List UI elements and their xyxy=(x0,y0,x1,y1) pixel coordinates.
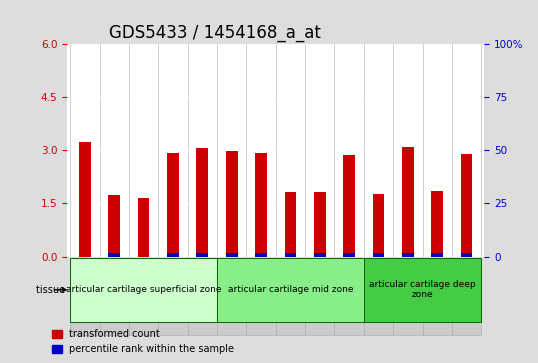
Bar xyxy=(167,253,179,257)
Bar xyxy=(285,253,296,257)
FancyBboxPatch shape xyxy=(246,264,276,335)
FancyBboxPatch shape xyxy=(70,264,100,335)
Legend: transformed count, percentile rank within the sample: transformed count, percentile rank withi… xyxy=(48,326,238,358)
FancyBboxPatch shape xyxy=(305,264,335,335)
FancyBboxPatch shape xyxy=(276,264,305,335)
FancyBboxPatch shape xyxy=(364,258,482,322)
Bar xyxy=(431,253,443,257)
Bar xyxy=(196,148,208,257)
Text: articular cartilage deep
zone: articular cartilage deep zone xyxy=(369,280,476,299)
FancyBboxPatch shape xyxy=(129,264,158,335)
Bar xyxy=(196,253,208,257)
Bar xyxy=(196,148,208,257)
FancyBboxPatch shape xyxy=(158,264,188,335)
Bar xyxy=(461,154,472,257)
Bar xyxy=(167,153,179,257)
FancyBboxPatch shape xyxy=(217,258,364,322)
Bar xyxy=(108,195,120,257)
FancyBboxPatch shape xyxy=(188,264,217,335)
Bar xyxy=(108,253,120,257)
Bar xyxy=(196,253,208,257)
Bar xyxy=(255,153,267,257)
Bar xyxy=(285,192,296,257)
Bar xyxy=(402,147,414,257)
Bar xyxy=(431,191,443,257)
Bar xyxy=(373,195,384,257)
Bar xyxy=(285,253,296,257)
Bar xyxy=(373,195,384,257)
Bar xyxy=(314,192,325,257)
Bar xyxy=(373,253,384,257)
Bar xyxy=(138,198,150,257)
FancyBboxPatch shape xyxy=(217,264,246,335)
FancyBboxPatch shape xyxy=(100,264,129,335)
FancyBboxPatch shape xyxy=(452,264,482,335)
Bar xyxy=(108,195,120,257)
Bar xyxy=(167,153,179,257)
Text: tissue: tissue xyxy=(36,285,68,295)
Text: articular cartilage superficial zone: articular cartilage superficial zone xyxy=(66,285,221,294)
Bar xyxy=(314,253,325,257)
Bar xyxy=(226,151,238,257)
Bar xyxy=(226,253,238,257)
FancyBboxPatch shape xyxy=(364,264,393,335)
Bar xyxy=(402,253,414,257)
Bar xyxy=(226,151,238,257)
Bar xyxy=(431,191,443,257)
Bar xyxy=(167,253,179,257)
Bar xyxy=(431,253,443,257)
Bar xyxy=(402,253,414,257)
FancyBboxPatch shape xyxy=(70,258,217,322)
Bar xyxy=(343,253,355,257)
Bar xyxy=(285,192,296,257)
Bar xyxy=(373,253,384,257)
Bar xyxy=(343,155,355,257)
Text: GDS5433 / 1454168_a_at: GDS5433 / 1454168_a_at xyxy=(109,24,321,42)
Bar xyxy=(138,198,150,257)
FancyBboxPatch shape xyxy=(422,264,452,335)
FancyBboxPatch shape xyxy=(393,264,422,335)
Bar xyxy=(402,147,414,257)
Bar xyxy=(461,154,472,257)
Bar xyxy=(255,153,267,257)
Bar xyxy=(314,253,325,257)
Bar xyxy=(461,253,472,257)
Bar xyxy=(461,253,472,257)
Bar xyxy=(108,253,120,257)
Bar xyxy=(226,253,238,257)
Bar xyxy=(79,142,91,257)
Bar xyxy=(343,253,355,257)
FancyBboxPatch shape xyxy=(335,264,364,335)
Text: articular cartilage mid zone: articular cartilage mid zone xyxy=(228,285,353,294)
Bar xyxy=(255,253,267,257)
Bar xyxy=(79,142,91,257)
Bar xyxy=(343,155,355,257)
Bar xyxy=(255,253,267,257)
Bar xyxy=(314,192,325,257)
